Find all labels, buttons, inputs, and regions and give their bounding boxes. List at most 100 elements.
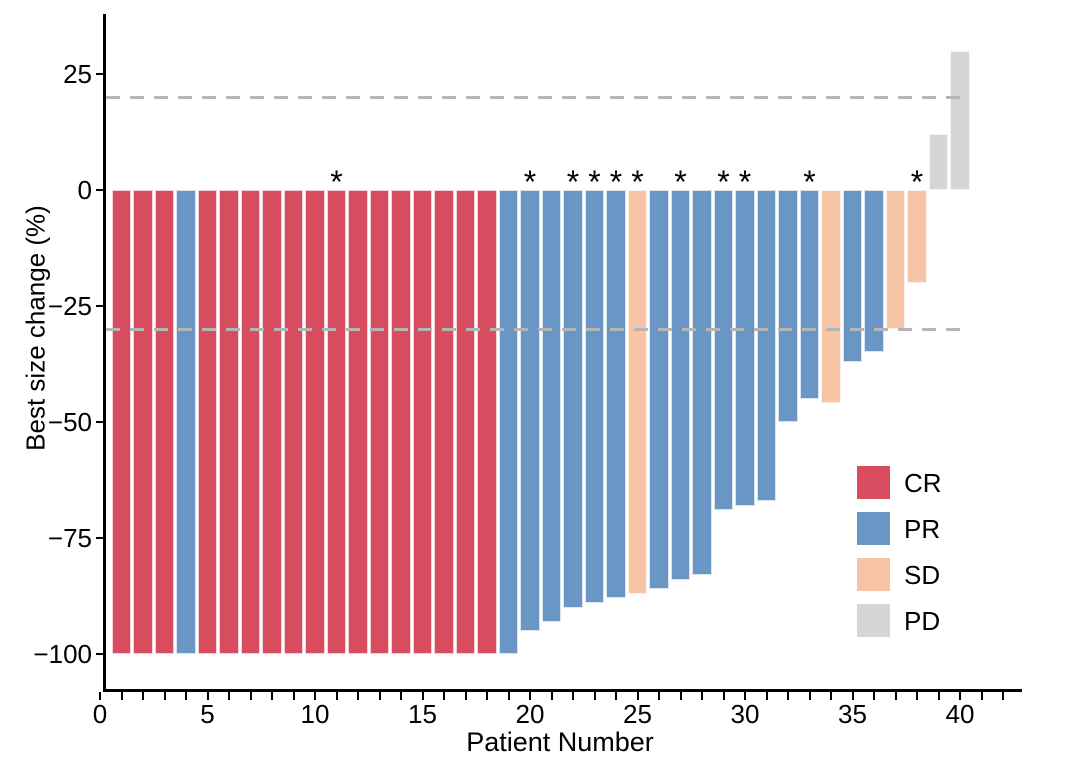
asterisk-patient-20: * [523, 164, 537, 200]
x-tick-label-0: 0 [92, 699, 108, 729]
x-tick-32 [787, 692, 789, 700]
bar-patient-29 [713, 190, 734, 511]
y-tick--25 [96, 305, 104, 307]
x-tick-6 [228, 692, 230, 700]
x-tick-label-30: 30 [730, 699, 760, 729]
y-tick-0 [96, 189, 104, 191]
bar-patient-5 [197, 190, 218, 654]
x-tick-10 [314, 692, 316, 700]
x-tick-1 [120, 692, 123, 700]
x-tick-29 [722, 692, 725, 700]
reference-line-lower [106, 327, 970, 331]
x-tick-9 [292, 692, 295, 700]
legend-swatch-pd [857, 604, 890, 637]
x-tick-40 [959, 692, 961, 700]
bar-patient-28 [692, 190, 712, 576]
y-tick-label-25: 25 [63, 59, 92, 89]
bar-patient-2 [133, 190, 153, 654]
bar-patient-23 [584, 190, 605, 603]
asterisk-patient-22: * [566, 164, 580, 200]
x-tick-13 [378, 692, 381, 700]
bar-patient-32 [778, 190, 798, 422]
x-tick-label-5: 5 [200, 699, 215, 729]
bar-patient-7 [240, 190, 261, 654]
legend: CR PR SD PD [857, 466, 942, 650]
bar-patient-37 [885, 190, 906, 330]
bar-patient-14 [391, 190, 411, 654]
y-tick--50 [96, 421, 104, 423]
x-tick-42 [1002, 692, 1004, 700]
x-tick-label-35: 35 [838, 699, 867, 729]
bar-patient-25 [627, 190, 648, 594]
x-tick-20 [529, 692, 531, 700]
x-tick-41 [980, 692, 983, 700]
bar-patient-16 [434, 190, 454, 654]
asterisk-patient-11: * [330, 164, 343, 200]
y-tick--75 [96, 537, 104, 539]
asterisk-patient-38: * [910, 164, 924, 200]
legend-label-pd: PD [904, 605, 941, 636]
x-tick-26 [658, 692, 660, 700]
x-tick-22 [572, 692, 574, 700]
bar-patient-11 [326, 190, 347, 654]
x-tick-11 [335, 692, 338, 700]
bar-patient-10 [305, 190, 325, 654]
legend-swatch-pr [857, 512, 890, 545]
x-tick-23 [593, 692, 596, 700]
bar-patient-15 [412, 190, 433, 654]
x-tick-37 [894, 692, 897, 700]
bar-patient-27 [670, 190, 691, 580]
bar-patient-40 [950, 50, 970, 190]
x-tick-label-40: 40 [945, 699, 975, 729]
y-tick-label--25: −25 [47, 291, 92, 321]
bar-patient-9 [283, 190, 304, 654]
reference-line-upper [106, 95, 970, 99]
bar-patient-21 [541, 190, 562, 622]
bar-patient-22 [563, 190, 583, 608]
x-tick-5 [206, 692, 209, 700]
x-axis-line [103, 689, 1022, 692]
bar-patient-18 [477, 190, 497, 654]
x-tick-25 [636, 692, 639, 700]
bar-patient-39 [928, 134, 949, 190]
x-tick-label-10: 10 [300, 699, 330, 729]
bar-patient-33 [799, 190, 820, 399]
legend-swatch-cr [857, 466, 890, 499]
x-tick-3 [163, 692, 166, 700]
x-tick-16 [443, 692, 445, 700]
bar-patient-12 [348, 190, 368, 654]
x-tick-15 [421, 692, 424, 700]
bar-patient-24 [606, 190, 626, 599]
x-tick-36 [873, 692, 875, 700]
x-tick-35 [851, 692, 854, 700]
x-tick-38 [916, 692, 918, 700]
asterisk-patient-33: * [803, 164, 816, 200]
legend-label-cr: CR [904, 467, 942, 498]
legend-label-sd: SD [904, 559, 941, 590]
x-tick-27 [679, 692, 682, 700]
y-tick-label--100: −100 [33, 639, 92, 669]
bar-patient-34 [821, 190, 841, 404]
bar-patient-30 [735, 190, 755, 506]
x-tick-34 [830, 692, 832, 700]
x-tick-0 [99, 692, 101, 700]
y-tick-label--75: −75 [47, 523, 92, 553]
x-axis-title: Patient Number [466, 727, 654, 757]
x-tick-4 [185, 692, 187, 700]
x-tick-28 [701, 692, 703, 700]
asterisk-patient-23: * [588, 164, 601, 200]
bar-patient-13 [369, 190, 390, 654]
x-tick-31 [765, 692, 768, 700]
x-tick-label-20: 20 [515, 699, 545, 729]
bar-patient-35 [842, 190, 863, 362]
x-tick-7 [249, 692, 252, 700]
x-tick-14 [400, 692, 402, 700]
asterisk-patient-30: * [738, 164, 752, 200]
asterisk-patient-27: * [674, 164, 687, 200]
bar-patient-17 [455, 190, 476, 654]
x-tick-8 [271, 692, 273, 700]
x-tick-21 [550, 692, 553, 700]
legend-item-cr: CR [857, 466, 942, 499]
legend-item-pd: PD [857, 604, 942, 637]
